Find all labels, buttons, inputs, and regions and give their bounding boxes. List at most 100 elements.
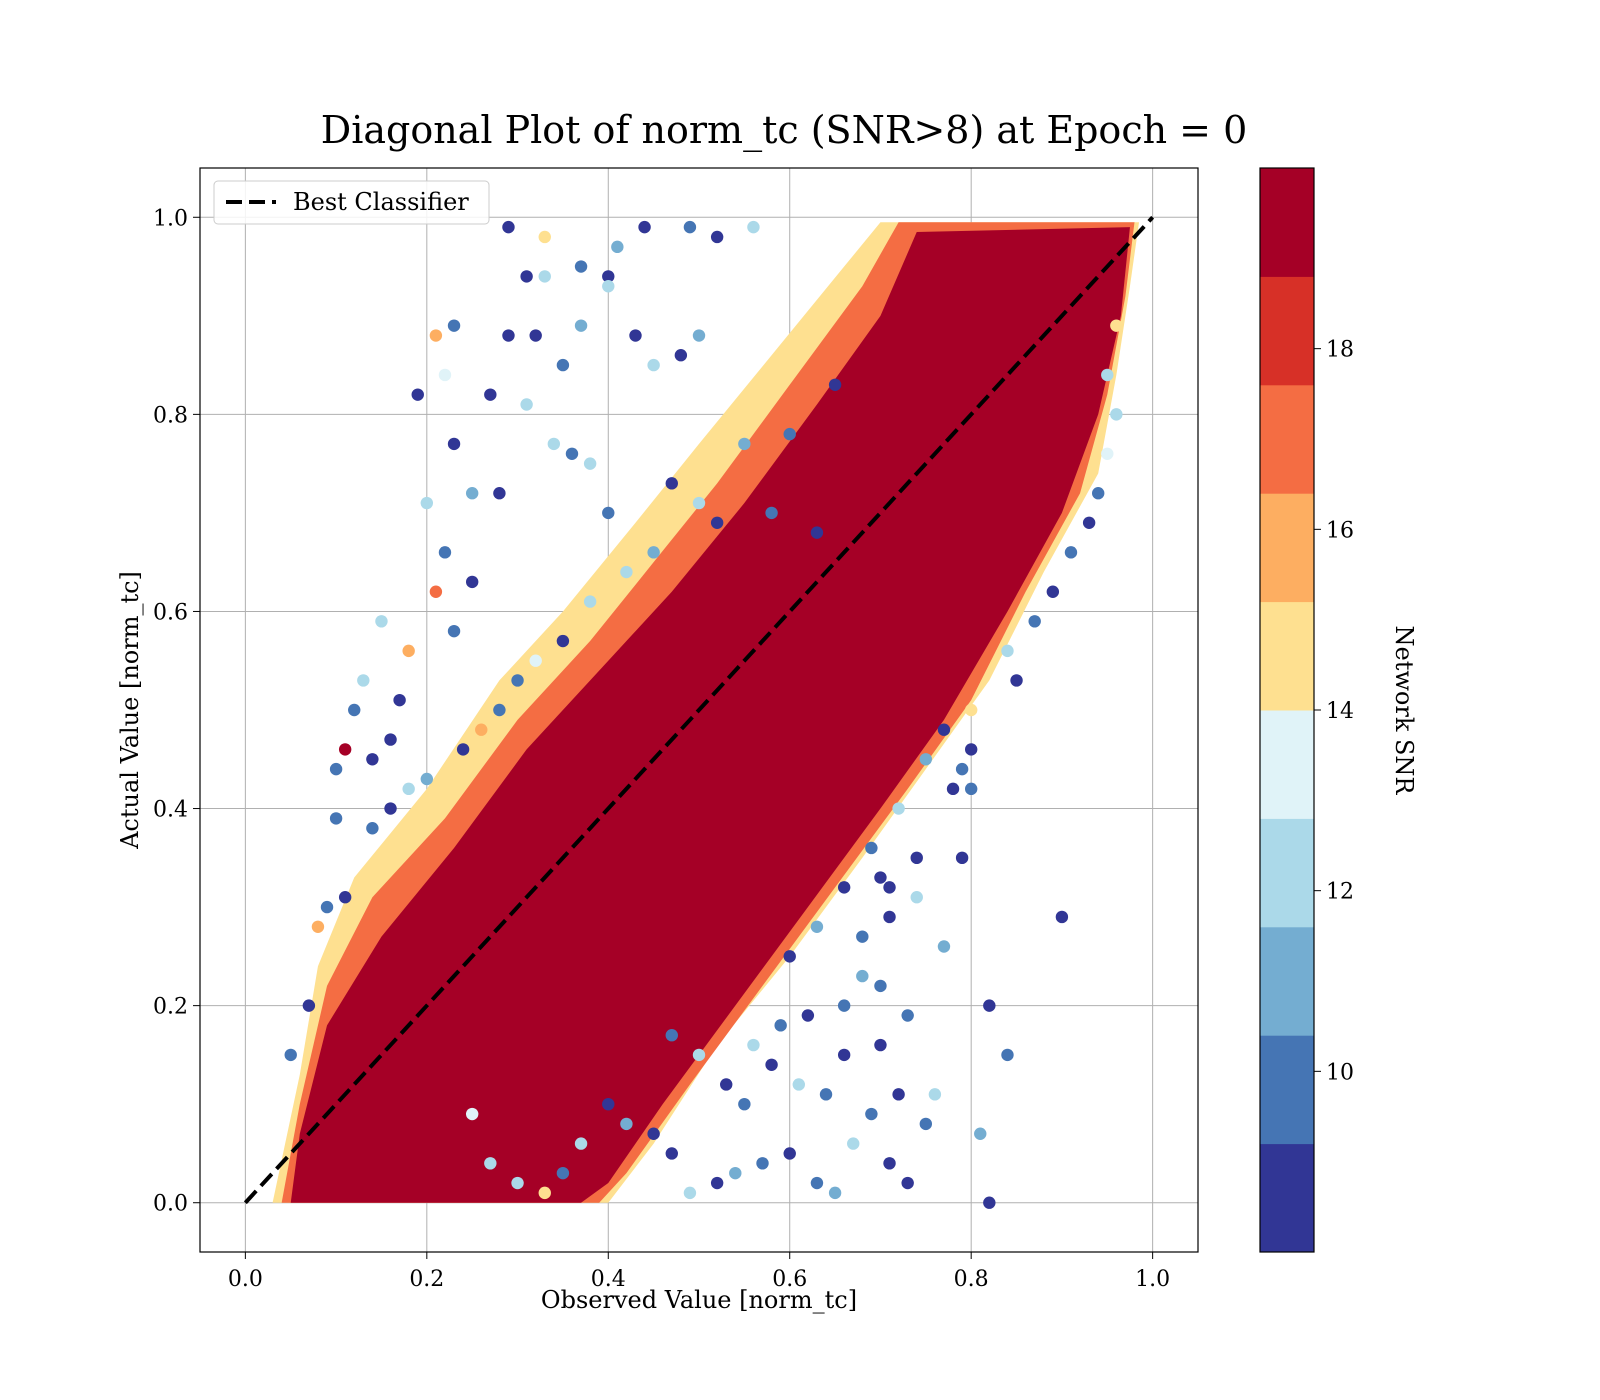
scatter-point [338, 891, 352, 904]
scatter-point [574, 319, 588, 332]
scatter-point [683, 220, 697, 234]
scatter-point [983, 999, 996, 1012]
scatter-point [620, 565, 633, 579]
scatter-point [665, 1029, 678, 1042]
scatter-point [810, 526, 824, 539]
x-tick-label: 0.6 [772, 1267, 807, 1292]
scatter-point [493, 703, 506, 717]
scatter-point [883, 881, 896, 894]
scatter-point [1055, 910, 1069, 924]
x-tick-label: 0.4 [591, 1267, 626, 1292]
scatter-point [574, 1137, 588, 1150]
scatter-point [1101, 447, 1114, 460]
scatter-point [475, 723, 488, 736]
scatter-point [729, 1166, 742, 1180]
colorbar-bin [1260, 710, 1314, 819]
scatter-point [1110, 408, 1123, 421]
scatter-point [946, 782, 960, 796]
scatter-point [856, 930, 869, 943]
scatter-point [1001, 644, 1014, 658]
colorbar-bin [1260, 276, 1314, 386]
scatter-point [438, 368, 452, 382]
scatter-point [892, 1088, 905, 1101]
scatter-point [856, 969, 869, 983]
scatter-point [447, 319, 461, 332]
x-axis-ticks: 0.0 0.2 0.4 0.6 0.8 1.0 [228, 1252, 1170, 1292]
scatter-point [438, 546, 452, 559]
scatter-point [638, 220, 651, 234]
scatter-point [338, 743, 352, 756]
scatter-point [837, 999, 851, 1012]
scatter-point [874, 1038, 887, 1052]
scatter-point [819, 1088, 833, 1101]
scatter-point [937, 940, 951, 953]
colorbar-bin [1260, 493, 1314, 603]
scatter-point [538, 1186, 551, 1200]
scatter-point [765, 1058, 778, 1071]
x-tick-label: 0.0 [228, 1267, 263, 1292]
scatter-point [756, 1157, 769, 1170]
scatter-point [1101, 368, 1114, 382]
scatter-point [556, 634, 570, 648]
scatter-point [710, 1176, 724, 1190]
scatter-point [865, 841, 878, 855]
scatter-point [647, 1127, 660, 1140]
colorbar [1260, 168, 1314, 1253]
scatter-point [511, 1176, 524, 1190]
scatter-point [747, 220, 760, 234]
scatter-point [765, 506, 778, 520]
colorbar-bin [1260, 168, 1314, 277]
scatter-point [837, 1048, 851, 1062]
scatter-point [647, 358, 660, 372]
y-tick-label: 1.0 [153, 206, 188, 231]
scatter-point [883, 910, 896, 924]
colorbar-bin [1260, 601, 1314, 711]
x-axis-label: Observed Value [norm_tc] [541, 1286, 857, 1314]
scatter-point [683, 1186, 697, 1200]
scatter-point [1082, 516, 1096, 529]
scatter-point [837, 881, 851, 894]
scatter-point [955, 851, 969, 865]
scatter-point [602, 280, 615, 293]
scatter-point [320, 900, 334, 914]
scatter-point [674, 349, 688, 362]
scatter-point [919, 1117, 933, 1131]
scatter-points [284, 220, 1123, 1209]
colorbar-tick-label: 18 [1326, 338, 1354, 363]
scatter-point [529, 329, 542, 342]
scatter-point [420, 496, 434, 510]
chart-title: Diagonal Plot of norm_tc (SNR>8) at Epoc… [321, 108, 1248, 153]
scatter-point [348, 703, 361, 717]
scatter-point [901, 1176, 914, 1190]
scatter-point [801, 1009, 815, 1022]
scatter-point [375, 615, 388, 628]
scatter-point [710, 230, 724, 244]
scatter-point [910, 851, 923, 865]
scatter-point [964, 782, 978, 796]
scatter-point [774, 1019, 787, 1032]
scatter-point [402, 782, 415, 796]
colorbar-ticks: 10 12 14 16 18 [1314, 338, 1354, 1085]
scatter-point [710, 516, 724, 529]
scatter-point [556, 1166, 570, 1180]
scatter-point [493, 487, 506, 500]
legend-box [213, 180, 490, 225]
scatter-point [720, 1078, 733, 1091]
scatter-point [964, 743, 978, 756]
scatter-point [511, 674, 524, 687]
scatter-point [284, 1048, 297, 1062]
scatter-point [583, 595, 597, 608]
scatter-point [520, 398, 533, 411]
scatter-point [366, 753, 379, 766]
y-tick-label: 0.2 [153, 995, 188, 1020]
scatter-point [1092, 487, 1105, 500]
scatter-point [665, 1147, 678, 1160]
scatter-point [484, 388, 497, 401]
scatter-point [665, 477, 678, 490]
y-axis-label: Actual Value [norm_tc] [116, 571, 144, 850]
scatter-point [883, 1157, 896, 1170]
scatter-point [692, 1048, 706, 1062]
scatter-point [620, 1117, 633, 1131]
scatter-point [792, 1078, 805, 1091]
